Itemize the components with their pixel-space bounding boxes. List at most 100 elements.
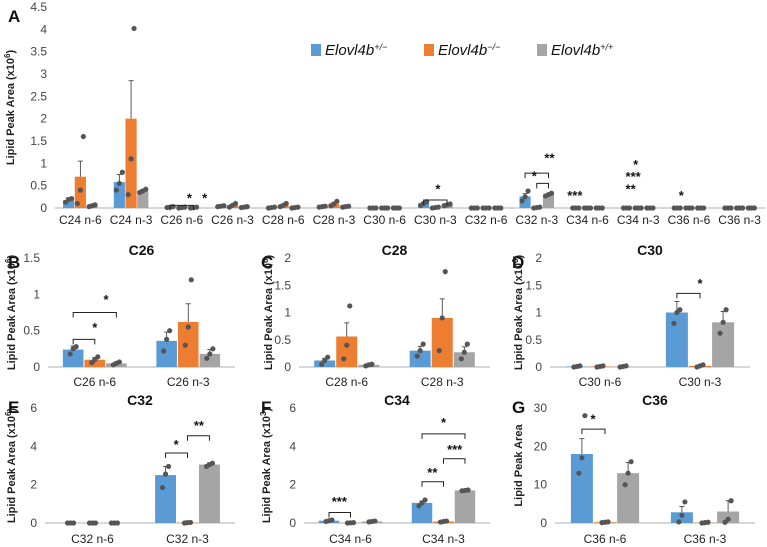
data-point: [465, 487, 471, 493]
bar: [63, 200, 75, 208]
data-point: [458, 356, 464, 362]
y-tick-label: 4: [30, 439, 37, 453]
data-point: [346, 203, 352, 209]
data-point: [209, 460, 216, 466]
data-point: [322, 357, 328, 364]
significance-label: ***: [332, 494, 348, 509]
panel-label: F: [261, 398, 271, 417]
data-point: [74, 200, 80, 207]
category-label: C30 n-6: [363, 213, 406, 227]
data-point: [119, 169, 125, 175]
data-point: [576, 205, 582, 211]
bar: [113, 182, 125, 208]
significance-label: *: [103, 292, 109, 307]
data-point: [344, 342, 350, 348]
y-tick-label: 1: [284, 306, 291, 320]
data-point: [162, 471, 169, 477]
legend: Elovl4b+/− Elovl4b−/− Elovl4b+/+: [311, 42, 613, 59]
significance-label: **: [427, 465, 438, 480]
y-axis-label: Lipid Peak Area (x106): [3, 50, 18, 166]
data-point: [325, 354, 331, 360]
data-point: [385, 205, 391, 211]
data-point: [73, 344, 79, 350]
data-point: [188, 277, 194, 283]
category-label: C30 n-3: [679, 375, 722, 389]
legend-swatch: [537, 44, 547, 56]
significance-bracket: [443, 458, 466, 464]
data-point: [319, 361, 325, 367]
data-point: [628, 459, 634, 465]
y-tick-label: 6: [289, 401, 296, 415]
data-point: [679, 512, 685, 518]
data-point: [341, 356, 347, 362]
data-point: [422, 497, 428, 503]
significance-label: *: [679, 188, 685, 203]
data-point: [464, 341, 470, 347]
y-tick-label: 20: [534, 439, 548, 453]
category-label: C34 n-3: [617, 213, 660, 227]
data-point: [322, 203, 328, 209]
significance-label: ***: [567, 188, 583, 203]
data-point: [193, 204, 200, 210]
legend-entry: Elovl4b+/+: [551, 42, 613, 59]
significance-bracket: [421, 433, 466, 439]
bar: [409, 350, 431, 367]
data-point: [677, 205, 683, 211]
data-point: [187, 519, 194, 526]
y-axis-label: Lipid Peak Area (x106): [4, 255, 19, 371]
bar: [431, 317, 453, 367]
significance-label: **: [194, 418, 205, 433]
bar: [84, 359, 106, 367]
significance-bracket: [169, 204, 195, 211]
category-label: C36 n-3: [684, 532, 727, 546]
data-point: [435, 204, 441, 210]
y-tick-label: 1: [33, 287, 40, 301]
y-tick-label: 1.5: [23, 251, 40, 265]
data-point: [519, 198, 525, 204]
significance-label: *: [633, 157, 639, 172]
y-tick-label: 4: [289, 439, 296, 453]
data-point: [650, 205, 656, 211]
panel-e: E C32 0 2 4 6 Lipid Peak Area (x106) C32 n-6 C32…: [4, 392, 235, 546]
data-point: [682, 499, 688, 505]
data-point: [700, 362, 706, 368]
bar: [519, 196, 531, 208]
data-point: [522, 194, 528, 200]
panel-title: C34: [384, 392, 410, 408]
category-label: C34 n-3: [422, 532, 465, 546]
panel-c: C C28 0 0.5 1 1.5 2 Lipid Peak Area (x106) C28 n…: [261, 242, 490, 389]
category-label: C36 n-3: [718, 213, 761, 227]
data-point: [92, 520, 99, 526]
y-tick-label: 0: [289, 516, 296, 530]
data-point: [396, 205, 402, 211]
panel-label: B: [8, 253, 20, 272]
bar: [665, 312, 688, 367]
significance-bracket: [581, 428, 606, 435]
data-point: [626, 205, 633, 211]
data-point: [373, 205, 379, 211]
data-point: [705, 519, 711, 525]
bar: [177, 321, 199, 367]
y-tick-label: 1.5: [525, 278, 542, 292]
y-tick-label: 2: [289, 478, 296, 492]
data-point: [210, 346, 216, 352]
panel-title: C30: [637, 242, 663, 258]
data-point: [164, 336, 170, 342]
category-label: C24 n-3: [110, 213, 153, 227]
data-point: [600, 363, 606, 369]
category-label: C26 n-3: [211, 213, 254, 227]
data-point: [283, 200, 289, 207]
category-label: C26 n-6: [73, 375, 116, 389]
bar: [411, 502, 433, 523]
data-point: [439, 315, 445, 321]
data-point: [474, 205, 480, 211]
significance-label: **: [626, 181, 637, 196]
data-point: [143, 186, 149, 192]
category-label: C34 n-6: [329, 532, 372, 546]
data-point: [334, 198, 340, 204]
data-point: [436, 348, 442, 354]
data-point: [461, 349, 467, 355]
y-tick-label: 0: [40, 201, 47, 215]
legend-swatch: [311, 44, 321, 56]
